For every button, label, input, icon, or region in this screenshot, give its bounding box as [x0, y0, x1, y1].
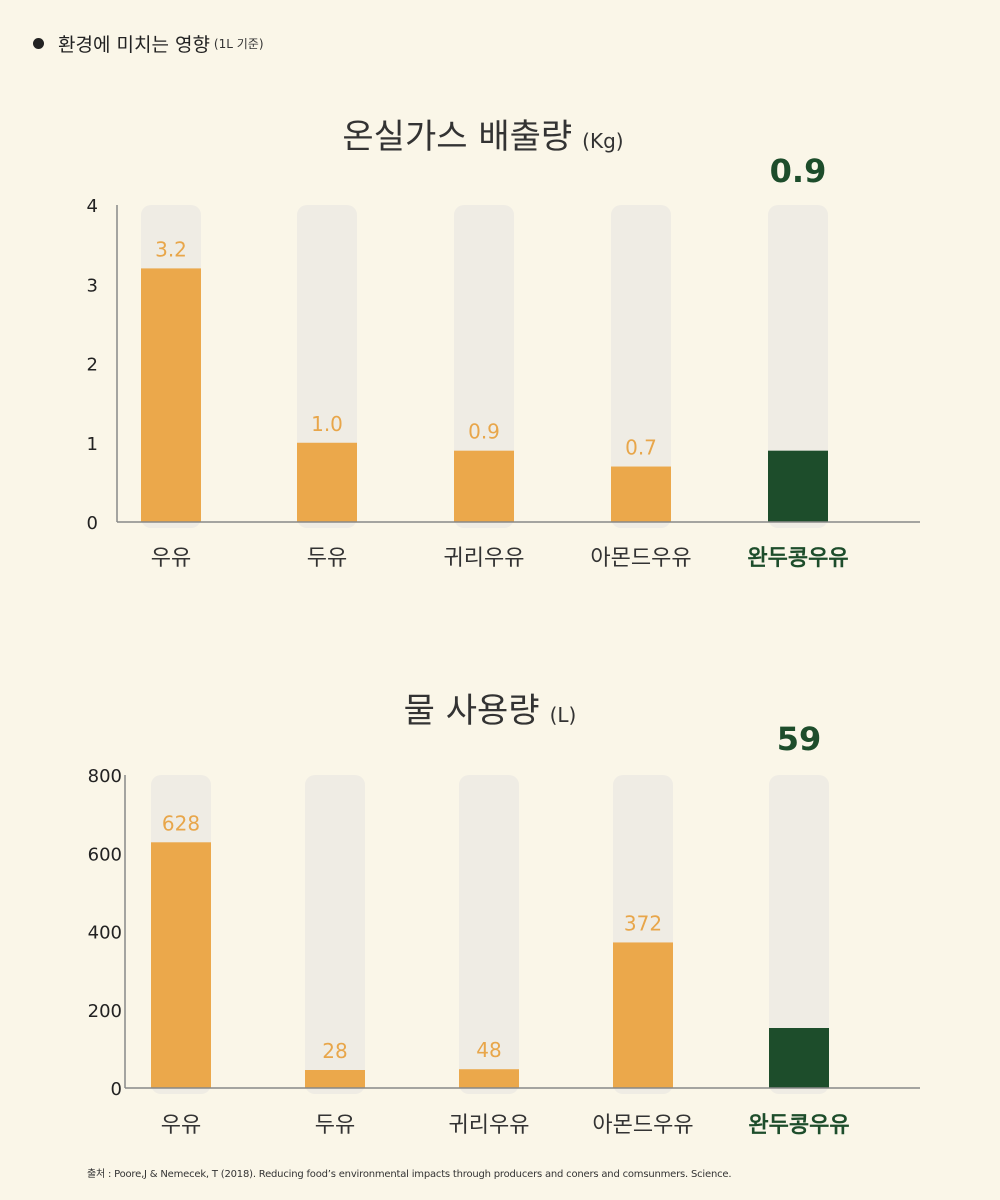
- category-label: 완두콩우유: [748, 1113, 849, 1138]
- category-label: 아몬드우유: [592, 1113, 693, 1138]
- section-title: 환경에 미치는 영향: [58, 34, 210, 56]
- bar: [151, 842, 211, 1088]
- bar-track: [611, 205, 671, 528]
- y-tick-label: 3: [87, 275, 98, 296]
- bar: [459, 1069, 519, 1088]
- category-label: 귀리우유: [444, 546, 525, 571]
- section-subtitle: (1L 기준): [213, 37, 264, 51]
- bar: [454, 450, 514, 522]
- value-label: 28: [322, 1039, 347, 1063]
- section-header: 환경에 미치는 영향 (1L 기준): [33, 30, 264, 57]
- y-tick-label: 600: [88, 844, 122, 865]
- bar-track: [305, 775, 365, 1094]
- bar-highlight: [768, 450, 828, 522]
- bar: [141, 268, 201, 522]
- bar-track: [768, 205, 828, 528]
- value-label: 0.9: [770, 152, 827, 190]
- value-label: 3.2: [155, 237, 187, 261]
- bar-highlight: [769, 1028, 829, 1088]
- y-tick-label: 800: [88, 766, 122, 787]
- category-label: 아몬드우유: [590, 546, 691, 571]
- value-label: 0.9: [468, 420, 500, 444]
- category-label: 완두콩우유: [747, 546, 848, 571]
- category-label: 우유: [161, 1113, 201, 1138]
- bar-track: [459, 775, 519, 1094]
- value-label: 59: [777, 720, 822, 758]
- value-label: 628: [162, 811, 200, 835]
- y-tick-label: 0: [111, 1079, 122, 1100]
- y-tick-label: 4: [87, 196, 98, 217]
- y-tick-label: 200: [88, 1001, 122, 1022]
- chart-unit: (Kg): [582, 129, 623, 153]
- chart-title: 물 사용량 (L): [404, 691, 577, 731]
- bullet-dot-icon: [33, 38, 44, 49]
- bar-track: [769, 775, 829, 1094]
- chart-title: 온실가스 배출량 (Kg): [342, 117, 623, 157]
- value-label: 0.7: [625, 436, 657, 460]
- source-citation: 출처 : Poore,J & Nemecek, T (2018). Reduci…: [87, 1169, 732, 1180]
- bar: [297, 442, 357, 522]
- chart-unit: (L): [550, 703, 577, 727]
- bar: [305, 1070, 365, 1088]
- greenhouse-gas-chart: 온실가스 배출량 (Kg) 0 1 2 3 4 3.2 우유 1.0 두유 0.9 귀리우유 0.7 아몬드…: [87, 117, 920, 571]
- category-label: 두유: [315, 1113, 355, 1138]
- bar: [613, 942, 673, 1088]
- y-tick-label: 2: [87, 355, 98, 376]
- y-tick-label: 1: [87, 434, 98, 455]
- value-label: 48: [476, 1038, 501, 1062]
- bar-track: [454, 205, 514, 528]
- value-label: 1.0: [311, 412, 343, 436]
- value-label: 372: [624, 911, 662, 935]
- category-label: 귀리우유: [449, 1113, 530, 1138]
- category-label: 두유: [307, 546, 347, 571]
- y-tick-label: 0: [87, 513, 98, 534]
- y-tick-label: 400: [88, 923, 122, 944]
- water-usage-chart: 물 사용량 (L) 0 200 400 600 800 628 우유 28 두유 48 귀리우유 372 아…: [88, 691, 920, 1138]
- bar: [611, 466, 671, 522]
- category-label: 우유: [151, 546, 191, 571]
